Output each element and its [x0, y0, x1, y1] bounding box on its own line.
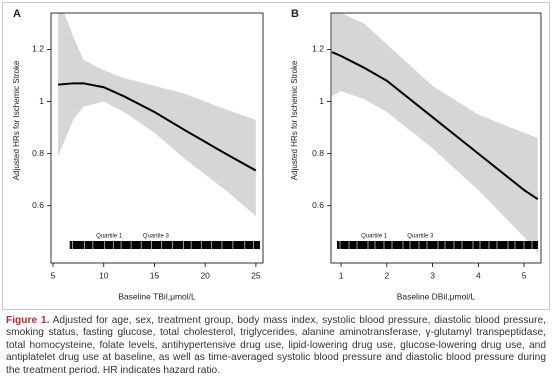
y-axis-label: Adjusted HRs for Ischemic Stroke — [290, 60, 299, 180]
x-tick-label: 5 — [522, 270, 527, 280]
y-tick-label: 0.8 — [312, 148, 324, 158]
annotation: Quartile 1 — [96, 234, 123, 240]
x-tick-label: 3 — [430, 270, 435, 280]
x-tick-label: 5 — [51, 270, 56, 280]
plot-frame — [330, 12, 542, 264]
figure: Quartile 1 Quartile 3 5 10 15 20 25 0.6 0.8 1 1.2 B… — [2, 2, 550, 310]
caption-label: Figure 1. — [6, 315, 50, 326]
y-tick-label: 0.6 — [32, 200, 44, 210]
plot — [58, 13, 260, 249]
y-tick-label: 1.2 — [312, 44, 324, 54]
annotation: Quartile 1 — [361, 234, 388, 240]
x-tick-label: 25 — [251, 270, 261, 280]
x-axis-label: Baseline DBil,μmol/L — [397, 291, 476, 301]
annotation: Quartile 3 — [407, 234, 434, 240]
plot — [331, 13, 539, 253]
x-tick-label: 2 — [384, 270, 389, 280]
confidence-band — [58, 13, 256, 217]
x-tick-label: 10 — [99, 270, 109, 280]
annotation: Quartile 3 — [143, 234, 170, 240]
x-tick-label: 4 — [476, 270, 481, 280]
hr-curve — [58, 82, 257, 172]
x-tick-label: 20 — [200, 270, 210, 280]
y-tick-label: 1.2 — [32, 44, 44, 54]
rug — [69, 241, 260, 249]
caption-text: Adjusted for age, sex, treatment group, … — [6, 315, 546, 376]
panel-label: A — [13, 8, 21, 20]
confidence-band — [331, 13, 538, 253]
rug — [337, 241, 538, 249]
x-axis-label: Baseline TBil,μmol/L — [118, 291, 196, 301]
y-tick-label: 1 — [39, 96, 44, 106]
y-tick-label: 0.8 — [32, 148, 44, 158]
y-tick-label: 1 — [319, 96, 324, 106]
y-axis-label: Adjusted HRs for Ischemic Stroke — [12, 60, 21, 180]
charts: Quartile 1 Quartile 35 10 15 20 250.60.811.2B… — [12, 8, 542, 301]
x-tick-label: 1 — [339, 270, 344, 280]
hr-curve — [331, 51, 539, 201]
panel-label: B — [291, 8, 299, 20]
y-tick-label: 0.6 — [312, 200, 324, 210]
caption: Figure 1. Adjusted for age, sex, treatme… — [6, 315, 546, 377]
plot-frame — [50, 12, 264, 264]
x-tick-label: 15 — [150, 270, 160, 280]
